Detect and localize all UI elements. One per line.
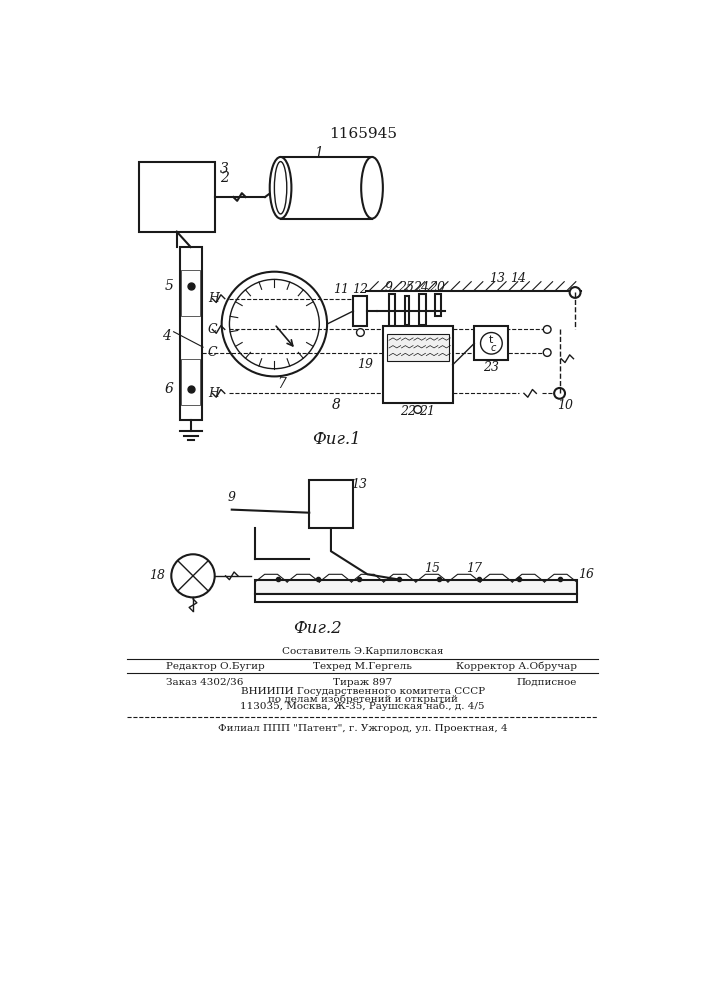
Text: 14: 14 [510,272,527,285]
Text: Н: Н [208,387,218,400]
Text: c: c [490,343,496,353]
Text: t: t [489,335,493,345]
Text: Корректор А.Обручар: Корректор А.Обручар [455,662,577,671]
Text: Фиг.1: Фиг.1 [312,431,361,448]
Text: 19: 19 [358,358,373,371]
Text: С: С [208,323,217,336]
Bar [139,162,215,232]
Text: 7: 7 [278,377,286,391]
Text: 8: 8 [332,398,341,412]
Text: Тираж 897: Тираж 897 [333,678,392,687]
Text: 23: 23 [484,361,499,374]
Circle shape [222,272,327,376]
Text: 3: 3 [220,162,228,176]
Text: 9: 9 [228,491,235,504]
Bar [309,480,353,528]
Text: 1: 1 [314,146,323,160]
Text: 5: 5 [165,279,174,293]
Bar [180,247,201,420]
Text: 22: 22 [400,405,416,418]
Text: Техред М.Гергель: Техред М.Гергель [313,662,412,671]
Text: Н: Н [208,292,218,305]
Text: 24: 24 [413,281,429,294]
Text: 12: 12 [352,283,368,296]
Text: 6: 6 [165,382,174,396]
Text: Редактор О.Бугир: Редактор О.Бугир [166,662,264,671]
Text: ВНИИПИ Государственного комитета СССР: ВНИИПИ Государственного комитета СССР [240,687,485,696]
Bar [383,326,452,403]
Bar [387,334,449,361]
Bar [182,359,200,405]
Text: 16: 16 [578,568,594,581]
Bar [255,594,577,602]
Text: 4: 4 [162,329,170,343]
Text: Филиал ППП "Патент", г. Ужгород, ул. Проектная, 4: Филиал ППП "Патент", г. Ужгород, ул. Про… [218,724,508,733]
Text: 9: 9 [385,281,393,294]
Bar [474,326,508,360]
Circle shape [554,388,565,399]
Text: 113035, Москва, Ж-35, Раушская наб., д. 4/5: 113035, Москва, Ж-35, Раушская наб., д. … [240,702,485,711]
Circle shape [481,333,502,354]
Text: 2: 2 [220,171,228,185]
Circle shape [543,349,551,356]
Bar [281,157,372,219]
Ellipse shape [361,157,383,219]
Circle shape [570,287,580,298]
Circle shape [356,329,364,336]
Text: Подписное: Подписное [516,678,577,687]
Text: 15: 15 [424,562,440,575]
Text: 13: 13 [351,478,367,491]
Bar [419,294,426,325]
Text: 13: 13 [489,272,506,285]
Text: Составитель Э.Карпиловская: Составитель Э.Карпиловская [282,647,443,656]
Ellipse shape [270,157,291,219]
Text: 21: 21 [419,405,435,418]
Text: 20: 20 [429,281,445,294]
Text: 1165945: 1165945 [329,127,397,141]
Bar [389,294,395,326]
Text: Фиг.2: Фиг.2 [293,620,341,637]
Text: 10: 10 [557,399,573,412]
Text: по делам изобретений и открытий: по делам изобретений и открытий [268,694,457,704]
Text: С: С [208,346,217,359]
Circle shape [171,554,215,597]
Bar [404,296,409,325]
Bar [255,580,577,594]
Circle shape [543,326,551,333]
Text: 17: 17 [466,562,481,575]
Bar [182,270,200,316]
Text: Заказ 4302/36: Заказ 4302/36 [166,678,243,687]
Text: 18: 18 [149,569,165,582]
Circle shape [230,279,320,369]
Circle shape [414,406,421,413]
Bar [435,294,441,316]
Bar [354,296,368,326]
Text: 25: 25 [398,281,414,294]
Text: 11: 11 [334,283,349,296]
